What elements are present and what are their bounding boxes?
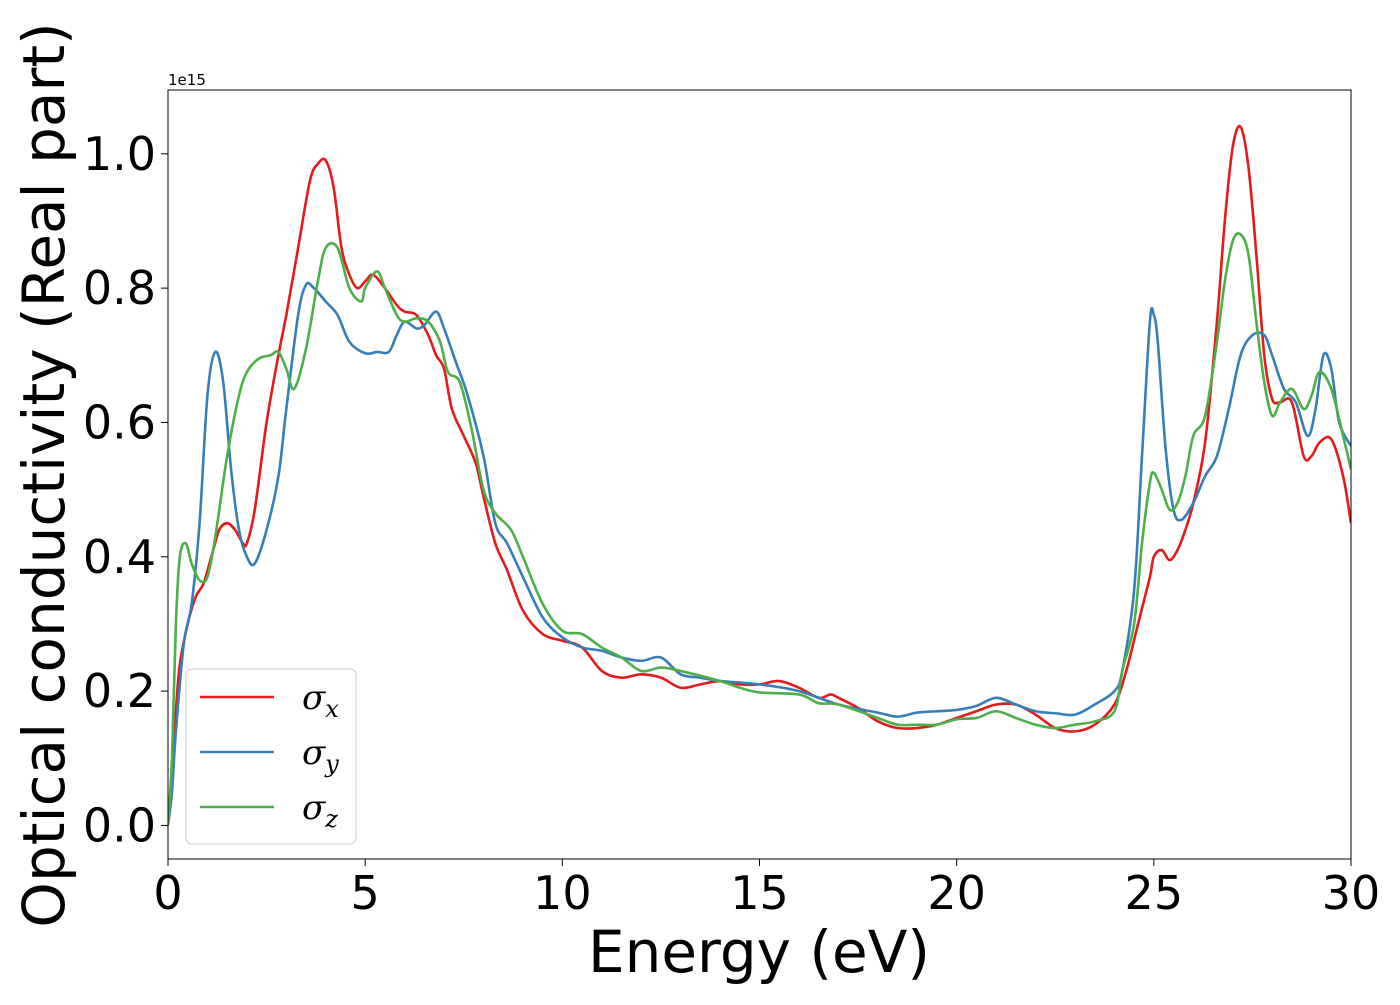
legend-box bbox=[185, 668, 357, 845]
series-line-2 bbox=[168, 232, 1351, 826]
legend: σx σy σz bbox=[185, 668, 357, 845]
y-tick-label: 0.4 bbox=[83, 530, 156, 584]
series-line-1 bbox=[168, 281, 1351, 826]
y-tick-label: 0.8 bbox=[83, 261, 156, 315]
y-tick-label: 0.0 bbox=[83, 798, 156, 852]
legend-label-y: σy bbox=[302, 733, 339, 778]
x-tick-label: 5 bbox=[351, 866, 380, 920]
legend-label-z: σz bbox=[302, 788, 338, 833]
x-tick-label: 15 bbox=[730, 866, 789, 920]
x-tick-label: 30 bbox=[1322, 866, 1381, 920]
y-axis-label: Optical conductivity (Real part) bbox=[10, 22, 78, 927]
legend-label-x: σx bbox=[302, 678, 339, 723]
x-tick-label: 20 bbox=[927, 866, 986, 920]
y-tick-label: 1.0 bbox=[83, 127, 156, 181]
x-axis-label: Energy (eV) bbox=[588, 918, 930, 986]
x-tick-label: 25 bbox=[1125, 866, 1184, 920]
x-tick-label: 0 bbox=[153, 866, 182, 920]
x-tick-label: 10 bbox=[533, 866, 592, 920]
y-offset-label: 1e15 bbox=[168, 71, 206, 89]
y-tick-label: 0.6 bbox=[83, 395, 156, 449]
y-tick-label: 0.2 bbox=[83, 664, 156, 718]
